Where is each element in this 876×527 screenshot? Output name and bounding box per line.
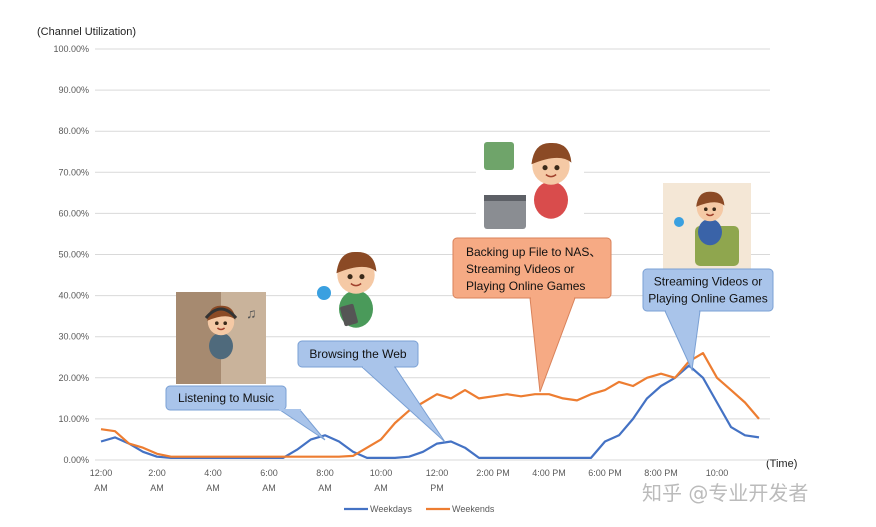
legend-label: Weekends	[452, 504, 495, 514]
y-tick-label: 50.00%	[58, 250, 89, 260]
y-tick-label: 20.00%	[58, 373, 89, 383]
callout-text: Streaming Videos or	[654, 275, 763, 289]
nas-backup-picture	[476, 138, 584, 234]
x-axis-title: (Time)	[766, 458, 797, 470]
listening-music-picture: ♫	[176, 292, 266, 384]
x-tick-label: 8:00	[316, 468, 334, 478]
x-tick-label: 2:00 PM	[476, 468, 510, 478]
x-tick-label-line2: AM	[262, 483, 276, 493]
streaming-picture	[663, 183, 751, 269]
y-tick-label: 100.00%	[53, 44, 89, 54]
x-tick-label-line2: AM	[206, 483, 220, 493]
y-axis-title: (Channel Utilization)	[37, 26, 136, 38]
y-tick-label: 90.00%	[58, 85, 89, 95]
x-tick-label: 8:00 PM	[644, 468, 678, 478]
y-tick-label: 70.00%	[58, 167, 89, 177]
watermark: 知乎 @专业开发者	[642, 481, 808, 505]
y-tick-label: 40.00%	[58, 291, 89, 301]
x-tick-label: 4:00	[204, 468, 222, 478]
x-tick-label-line2: AM	[374, 483, 388, 493]
callout-text: Browsing the Web	[309, 347, 406, 361]
legend-item-weekends: Weekends	[426, 504, 495, 514]
legend-item-weekdays: Weekdays	[344, 504, 412, 514]
y-tick-label: 60.00%	[58, 208, 89, 218]
y-tick-label: 0.00%	[63, 455, 89, 465]
y-tick-label: 80.00%	[58, 126, 89, 136]
x-tick-label-line2: AM	[318, 483, 332, 493]
callout-web: Browsing the Web	[297, 340, 446, 443]
series-line-weekdays	[100, 364, 760, 459]
series-line-weekends	[100, 352, 760, 458]
x-tick-label: 12:00	[426, 468, 449, 478]
callout-text: Playing Online Games	[648, 292, 767, 306]
x-tick-label: 10:00	[706, 468, 729, 478]
callout-nas: Backing up File to NAS、 Streaming Videos …	[452, 237, 612, 393]
x-tick-label: 2:00	[148, 468, 166, 478]
x-tick-label: 10:00	[370, 468, 393, 478]
callout-text: Backing up File to NAS、	[466, 245, 601, 259]
y-tick-label: 30.00%	[58, 332, 89, 342]
callout-text: Playing Online Games	[466, 279, 585, 293]
x-tick-label: 6:00	[260, 468, 278, 478]
x-tick-label: 6:00 PM	[588, 468, 622, 478]
callout-text: Listening to Music	[178, 391, 274, 405]
y-tick-label: 10.00%	[58, 414, 89, 424]
callout-stream: Streaming Videos or Playing Online Games	[642, 268, 774, 372]
legend-label: Weekdays	[370, 504, 412, 514]
x-tick-label-line2: AM	[150, 483, 164, 493]
svg-text:♫: ♫	[246, 305, 257, 321]
callout-text: Streaming Videos or	[466, 262, 575, 276]
x-tick-label: 4:00 PM	[532, 468, 566, 478]
x-tick-label: 12:00	[90, 468, 113, 478]
x-tick-label-line2: PM	[430, 483, 444, 493]
browsing-web-picture	[317, 252, 377, 328]
x-tick-label-line2: AM	[94, 483, 108, 493]
callout-music: Listening to Music	[165, 385, 326, 441]
